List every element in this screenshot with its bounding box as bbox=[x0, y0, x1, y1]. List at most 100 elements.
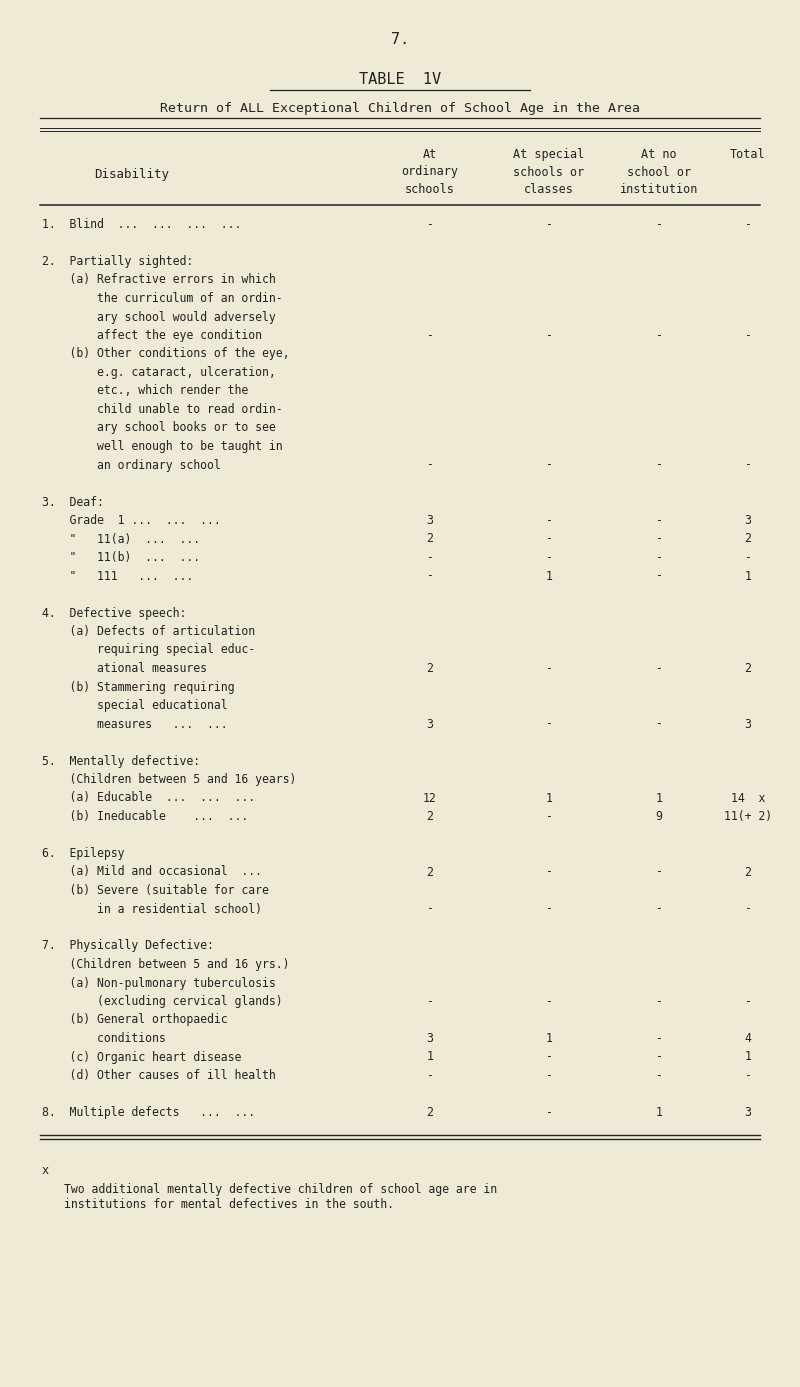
Text: an ordinary school: an ordinary school bbox=[42, 459, 221, 472]
Text: (b) Stammering requiring: (b) Stammering requiring bbox=[42, 681, 234, 694]
Text: 2: 2 bbox=[426, 1105, 434, 1119]
Text: -: - bbox=[745, 994, 751, 1008]
Text: 1.  Blind  ...  ...  ...  ...: 1. Blind ... ... ... ... bbox=[42, 218, 242, 232]
Text: "   11(a)  ...  ...: " 11(a) ... ... bbox=[42, 533, 200, 545]
Text: Two additional mentally defective children of school age are in: Two additional mentally defective childr… bbox=[64, 1183, 497, 1196]
Text: conditions: conditions bbox=[42, 1032, 166, 1044]
Text: (a) Defects of articulation: (a) Defects of articulation bbox=[42, 626, 255, 638]
Text: -: - bbox=[426, 218, 434, 232]
Text: -: - bbox=[546, 329, 553, 343]
Text: (c) Organic heart disease: (c) Organic heart disease bbox=[42, 1050, 242, 1064]
Text: 1: 1 bbox=[745, 1050, 751, 1064]
Text: -: - bbox=[745, 1069, 751, 1082]
Text: -: - bbox=[546, 717, 553, 731]
Text: ary school would adversely: ary school would adversely bbox=[42, 311, 276, 323]
Text: (b) Other conditions of the eye,: (b) Other conditions of the eye, bbox=[42, 348, 290, 361]
Text: 2: 2 bbox=[745, 662, 751, 675]
Text: 2: 2 bbox=[745, 865, 751, 878]
Text: well enough to be taught in: well enough to be taught in bbox=[42, 440, 282, 454]
Text: -: - bbox=[655, 662, 662, 675]
Text: (b) Severe (suitable for care: (b) Severe (suitable for care bbox=[42, 884, 269, 897]
Text: measures   ...  ...: measures ... ... bbox=[42, 717, 228, 731]
Text: 1: 1 bbox=[546, 570, 553, 583]
Text: Disability: Disability bbox=[94, 168, 170, 180]
Text: 3: 3 bbox=[426, 717, 434, 731]
Text: the curriculum of an ordin-: the curriculum of an ordin- bbox=[42, 293, 282, 305]
Text: 2: 2 bbox=[745, 533, 751, 545]
Text: requiring special educ-: requiring special educ- bbox=[42, 644, 255, 656]
Text: At no
school or
institution: At no school or institution bbox=[620, 148, 698, 196]
Text: (Children between 5 and 16 yrs.): (Children between 5 and 16 yrs.) bbox=[42, 958, 290, 971]
Text: 3: 3 bbox=[745, 1105, 751, 1119]
Text: 2: 2 bbox=[426, 533, 434, 545]
Text: 1: 1 bbox=[426, 1050, 434, 1064]
Text: "   11(b)  ...  ...: " 11(b) ... ... bbox=[42, 551, 200, 565]
Text: -: - bbox=[655, 515, 662, 527]
Text: -: - bbox=[426, 459, 434, 472]
Text: -: - bbox=[745, 903, 751, 915]
Text: 3: 3 bbox=[426, 515, 434, 527]
Text: TABLE  1V: TABLE 1V bbox=[359, 72, 441, 87]
Text: 1: 1 bbox=[655, 792, 662, 804]
Text: -: - bbox=[546, 662, 553, 675]
Text: -: - bbox=[655, 994, 662, 1008]
Text: -: - bbox=[655, 218, 662, 232]
Text: -: - bbox=[655, 1069, 662, 1082]
Text: 6.  Epilepsy: 6. Epilepsy bbox=[42, 847, 125, 860]
Text: ational measures: ational measures bbox=[42, 662, 207, 675]
Text: -: - bbox=[546, 1069, 553, 1082]
Text: 1: 1 bbox=[745, 570, 751, 583]
Text: 1: 1 bbox=[546, 1032, 553, 1044]
Text: -: - bbox=[655, 459, 662, 472]
Text: (b) General orthopaedic: (b) General orthopaedic bbox=[42, 1014, 228, 1026]
Text: Grade  1 ...  ...  ...: Grade 1 ... ... ... bbox=[42, 515, 221, 527]
Text: -: - bbox=[655, 717, 662, 731]
Text: (Children between 5 and 16 years): (Children between 5 and 16 years) bbox=[42, 773, 296, 786]
Text: e.g. cataract, ulceration,: e.g. cataract, ulceration, bbox=[42, 366, 276, 379]
Text: child unable to read ordin-: child unable to read ordin- bbox=[42, 404, 282, 416]
Text: "   111   ...  ...: " 111 ... ... bbox=[42, 570, 194, 583]
Text: -: - bbox=[655, 1050, 662, 1064]
Text: -: - bbox=[546, 903, 553, 915]
Text: -: - bbox=[655, 329, 662, 343]
Text: -: - bbox=[426, 570, 434, 583]
Text: (b) Ineducable    ...  ...: (b) Ineducable ... ... bbox=[42, 810, 248, 822]
Text: (excluding cervical glands): (excluding cervical glands) bbox=[42, 994, 282, 1008]
Text: 2: 2 bbox=[426, 810, 434, 822]
Text: 9: 9 bbox=[655, 810, 662, 822]
Text: institutions for mental defectives in the south.: institutions for mental defectives in th… bbox=[64, 1198, 394, 1211]
Text: At special
schools or
classes: At special schools or classes bbox=[514, 148, 585, 196]
Text: -: - bbox=[655, 533, 662, 545]
Text: -: - bbox=[546, 515, 553, 527]
Text: (d) Other causes of ill health: (d) Other causes of ill health bbox=[42, 1069, 276, 1082]
Text: -: - bbox=[546, 459, 553, 472]
Text: -: - bbox=[546, 218, 553, 232]
Text: x: x bbox=[42, 1165, 49, 1178]
Text: 12: 12 bbox=[423, 792, 437, 804]
Text: 3: 3 bbox=[745, 717, 751, 731]
Text: special educational: special educational bbox=[42, 699, 228, 712]
Text: -: - bbox=[426, 903, 434, 915]
Text: affect the eye condition: affect the eye condition bbox=[42, 329, 262, 343]
Text: -: - bbox=[546, 551, 553, 565]
Text: -: - bbox=[655, 1032, 662, 1044]
Text: etc., which render the: etc., which render the bbox=[42, 384, 248, 398]
Text: 4.  Defective speech:: 4. Defective speech: bbox=[42, 606, 186, 620]
Text: 7.  Physically Defective:: 7. Physically Defective: bbox=[42, 939, 214, 953]
Text: in a residential school): in a residential school) bbox=[42, 903, 262, 915]
Text: 7.: 7. bbox=[391, 32, 409, 47]
Text: (a) Educable  ...  ...  ...: (a) Educable ... ... ... bbox=[42, 792, 255, 804]
Text: 8.  Multiple defects   ...  ...: 8. Multiple defects ... ... bbox=[42, 1105, 255, 1119]
Text: -: - bbox=[426, 329, 434, 343]
Text: 2.  Partially sighted:: 2. Partially sighted: bbox=[42, 255, 194, 268]
Text: -: - bbox=[546, 533, 553, 545]
Text: Return of ALL Exceptional Children of School Age in the Area: Return of ALL Exceptional Children of Sc… bbox=[160, 103, 640, 115]
Text: -: - bbox=[546, 1105, 553, 1119]
Text: -: - bbox=[546, 1050, 553, 1064]
Text: -: - bbox=[426, 994, 434, 1008]
Text: 3: 3 bbox=[745, 515, 751, 527]
Text: -: - bbox=[546, 810, 553, 822]
Text: 2: 2 bbox=[426, 662, 434, 675]
Text: 3.  Deaf:: 3. Deaf: bbox=[42, 495, 104, 509]
Text: 1: 1 bbox=[546, 792, 553, 804]
